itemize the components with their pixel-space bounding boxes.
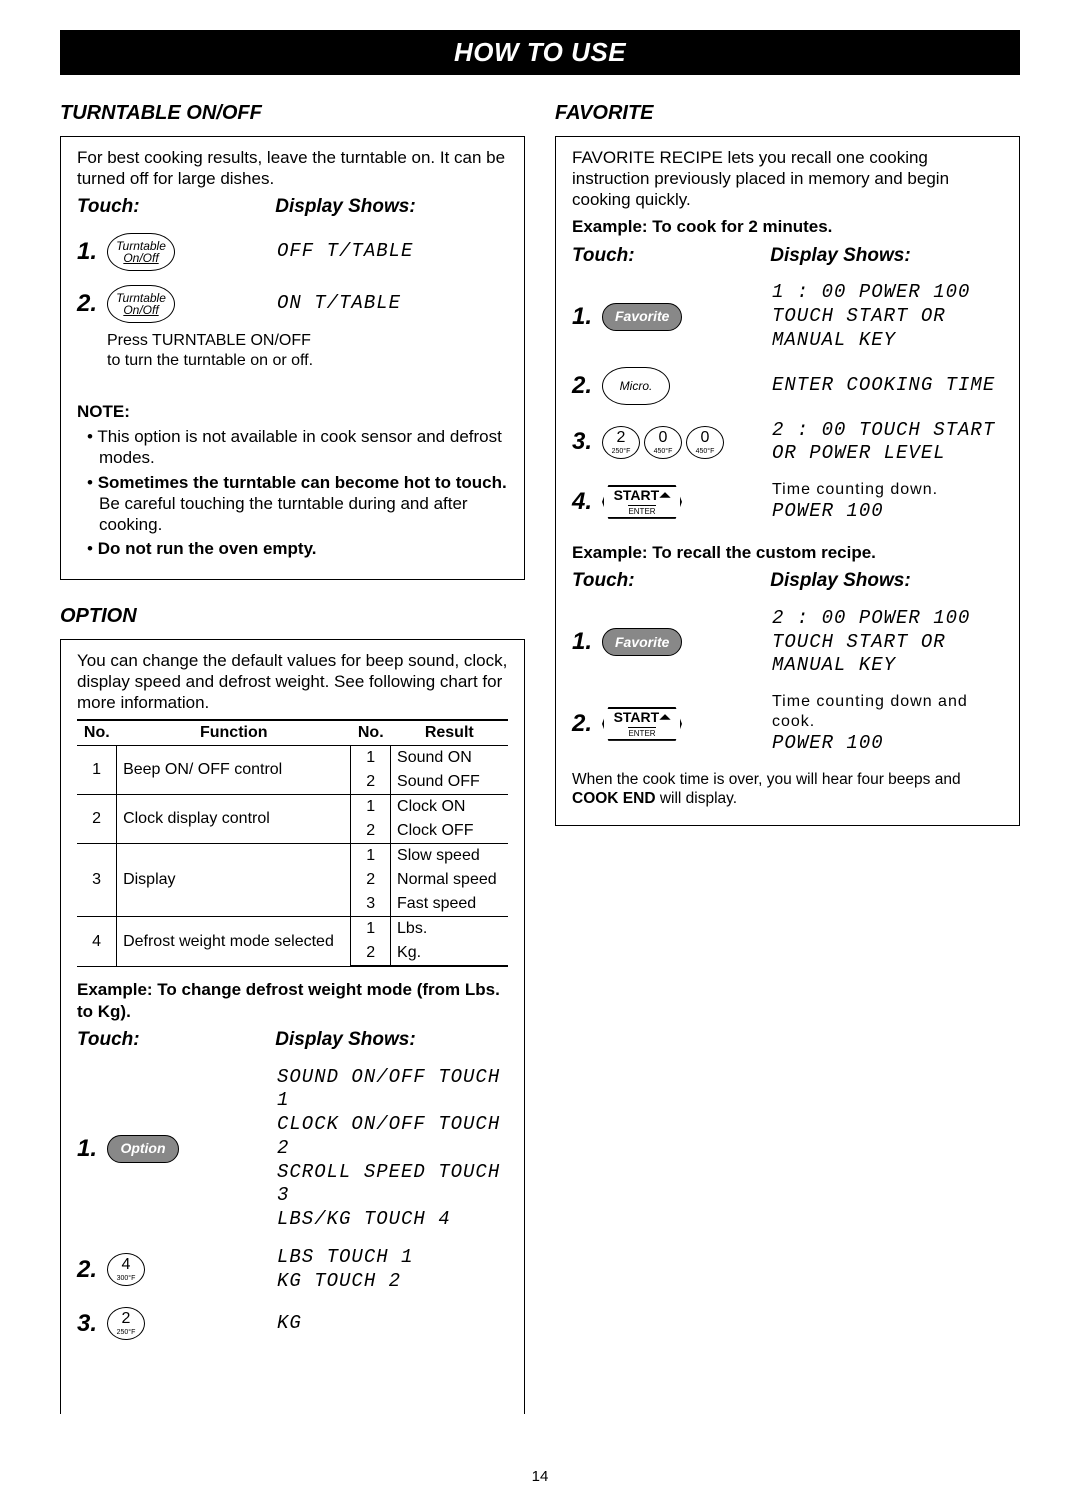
display-header: Display Shows:	[770, 244, 1003, 268]
micro-button[interactable]: Micro.	[602, 367, 670, 405]
step-button-cell: Micro.	[602, 367, 772, 405]
turntable-box: For best cooking results, leave the turn…	[60, 136, 525, 580]
display-text: Time counting down and cook.POWER 100	[772, 692, 1003, 756]
note-item: Sometimes the turntable can become hot t…	[87, 472, 508, 536]
step-number: 2.	[77, 1255, 107, 1285]
turntable-intro: For best cooking results, leave the turn…	[77, 147, 508, 190]
start-enter-button[interactable]: START⏶ENTER	[602, 485, 682, 519]
digit-0-button[interactable]: 0450°F	[644, 426, 682, 459]
turntable-notes: This option is not available in cook sen…	[87, 426, 508, 560]
step-button-cell: 2250°F0450°F0450°F	[602, 426, 772, 459]
display-header: Display Shows:	[770, 569, 1003, 593]
display-text: 2 : 00 TOUCH START OR POWER LEVEL	[772, 419, 1003, 467]
display-text: LBS TOUCH 1 KG TOUCH 2	[277, 1246, 508, 1294]
option-box: You can change the default values for be…	[60, 639, 525, 1415]
favorite-button[interactable]: Favorite	[602, 628, 682, 656]
step-button-cell: Option	[107, 1135, 277, 1163]
step-button-cell: TurntableOn/Off	[107, 233, 277, 271]
display-text: ON T/TABLE	[277, 292, 508, 316]
step-row: 2. 4300°F LBS TOUCH 1 KG TOUCH 2	[77, 1246, 508, 1294]
step-button-cell: Favorite	[602, 628, 772, 656]
display-text: SOUND ON/OFF TOUCH 1 CLOCK ON/OFF TOUCH …	[277, 1066, 508, 1232]
step-number: 1.	[77, 1134, 107, 1164]
step-number: 1.	[572, 302, 602, 332]
step-button-cell: START⏶ENTER	[602, 485, 772, 519]
option-button[interactable]: Option	[107, 1135, 179, 1163]
step-row: 1. Favorite 2 : 00 POWER 100 TOUCH START…	[572, 607, 1003, 678]
step-row: 1. Favorite 1 : 00 POWER 100 TOUCH START…	[572, 281, 1003, 352]
cook-end-note: When the cook time is over, you will hea…	[572, 770, 1003, 809]
touch-header: Touch:	[572, 244, 770, 268]
step-button-cell: START⏶ENTER	[602, 707, 772, 741]
digit-0-button[interactable]: 0450°F	[686, 426, 724, 459]
step-row: 2. Micro. ENTER COOKING TIME	[572, 367, 1003, 405]
display-text: 1 : 00 POWER 100 TOUCH START OR MANUAL K…	[772, 281, 1003, 352]
step-button-cell: 2250°F	[107, 1307, 277, 1340]
turntable-heading: TURNTABLE ON/OFF	[60, 101, 525, 126]
step-number: 3.	[572, 427, 602, 457]
favorite-box: FAVORITE RECIPE lets you recall one cook…	[555, 136, 1020, 826]
step-row: 4. START⏶ENTER Time counting down.POWER …	[572, 480, 1003, 524]
favorite-intro: FAVORITE RECIPE lets you recall one cook…	[572, 147, 1003, 211]
favorite-example2-label: Example: To recall the custom recipe.	[572, 542, 1003, 563]
option-table: No.FunctionNo.Result1Beep ON/ OFF contro…	[77, 719, 508, 967]
turntable-onoff-button[interactable]: TurntableOn/Off	[107, 233, 175, 271]
favorite-example1-label: Example: To cook for 2 minutes.	[572, 216, 1003, 237]
step-row: 1. TurntableOn/Off OFF T/TABLE	[77, 233, 508, 271]
display-text: KG	[277, 1312, 508, 1336]
option-heading: OPTION	[60, 604, 525, 629]
right-column: FAVORITE FAVORITE RECIPE lets you recall…	[555, 93, 1020, 1439]
start-enter-button[interactable]: START⏶ENTER	[602, 707, 682, 741]
step-number: 1.	[77, 237, 107, 267]
display-header: Display Shows:	[275, 195, 508, 219]
step-number: 2.	[572, 371, 602, 401]
step-number: 1.	[572, 627, 602, 657]
step-number: 2.	[572, 709, 602, 739]
step-row: 3. 2250°F0450°F0450°F 2 : 00 TOUCH START…	[572, 419, 1003, 467]
favorite-heading: FAVORITE	[555, 101, 1020, 126]
digit-2-button[interactable]: 2250°F	[107, 1307, 145, 1340]
touch-header: Touch:	[572, 569, 770, 593]
step-button-cell: TurntableOn/Off	[107, 285, 277, 323]
display-text: ENTER COOKING TIME	[772, 374, 1003, 398]
display-header: Display Shows:	[275, 1028, 508, 1052]
left-column: TURNTABLE ON/OFF For best cooking result…	[60, 93, 525, 1439]
step-button-cell: 4300°F	[107, 1253, 277, 1286]
page-title-bar: HOW TO USE	[60, 30, 1020, 75]
step-row: 2. TurntableOn/Off ON T/TABLE	[77, 285, 508, 323]
step-row: 2. START⏶ENTER Time counting down and co…	[572, 692, 1003, 756]
turntable-step2-note: Press TURNTABLE ON/OFF to turn the turnt…	[107, 331, 508, 371]
touch-header: Touch:	[77, 195, 275, 219]
display-text: 2 : 00 POWER 100 TOUCH START OR MANUAL K…	[772, 607, 1003, 678]
step-row: 3. 2250°F KG	[77, 1307, 508, 1340]
step-number: 4.	[572, 487, 602, 517]
option-example-label: Example: To change defrost weight mode (…	[77, 979, 508, 1022]
page-number: 14	[60, 1468, 1020, 1487]
note-item: Do not run the oven empty.	[87, 538, 508, 559]
step-number: 2.	[77, 289, 107, 319]
turntable-onoff-button[interactable]: TurntableOn/Off	[107, 285, 175, 323]
digit-2-button[interactable]: 2250°F	[602, 426, 640, 459]
display-text: OFF T/TABLE	[277, 240, 508, 264]
two-column-layout: TURNTABLE ON/OFF For best cooking result…	[60, 93, 1020, 1439]
step-number: 3.	[77, 1309, 107, 1339]
digit-4-button[interactable]: 4300°F	[107, 1253, 145, 1286]
option-intro: You can change the default values for be…	[77, 650, 508, 714]
note-label: NOTE:	[77, 401, 508, 422]
display-text: Time counting down.POWER 100	[772, 480, 1003, 524]
note-item: This option is not available in cook sen…	[87, 426, 508, 469]
step-row: 1. Option SOUND ON/OFF TOUCH 1 CLOCK ON/…	[77, 1066, 508, 1232]
touch-header: Touch:	[77, 1028, 275, 1052]
step-button-cell: Favorite	[602, 303, 772, 331]
favorite-button[interactable]: Favorite	[602, 303, 682, 331]
